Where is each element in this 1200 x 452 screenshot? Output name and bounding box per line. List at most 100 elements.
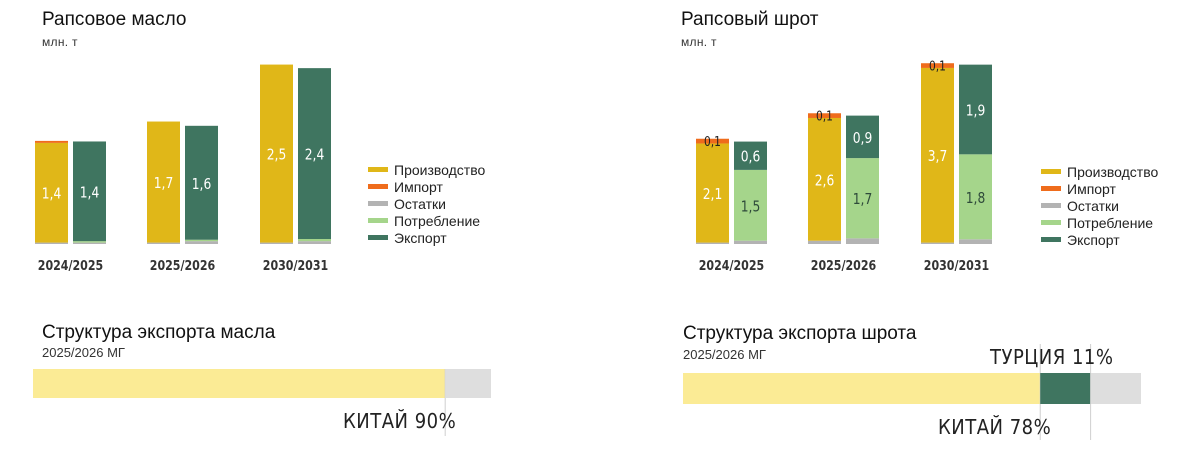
supply-import-segment	[35, 140, 68, 143]
legend-swatch	[1041, 169, 1061, 174]
supply-production-segment	[147, 121, 180, 243]
meal-chart-unit: млн. т	[681, 35, 717, 49]
legend-item-import: Импорт	[368, 178, 485, 195]
legend-label: Экспорт	[394, 229, 447, 246]
legend-swatch	[1041, 220, 1061, 225]
supply-stocks-segment	[808, 240, 841, 244]
export-segment-турция	[1040, 373, 1091, 404]
legend-label: Потребление	[1067, 214, 1154, 231]
category-tick-label: 2025/2026	[150, 258, 215, 273]
use-stocks-segment	[734, 240, 767, 244]
meal-chart-legend: Производство Импорт Остатки Потребление Эксп…	[1041, 163, 1158, 248]
use-stocks-segment	[73, 242, 106, 244]
supply-production-segment	[260, 64, 293, 243]
use-stocks-segment	[298, 241, 331, 244]
oil-export-subtitle: 2025/2026 МГ	[42, 345, 125, 360]
legend-item-consumption: Потребление	[1041, 214, 1158, 231]
consumption-value-label: 1,8	[966, 190, 986, 207]
legend-swatch	[1041, 203, 1061, 208]
oil-chart-title: Рапсовое масло	[42, 9, 187, 30]
supply-stocks-segment	[921, 242, 954, 244]
legend-item-export: Экспорт	[1041, 231, 1158, 248]
legend-label: Импорт	[1067, 180, 1116, 197]
supply-stocks-segment	[260, 242, 293, 244]
category-tick-label: 2024/2025	[699, 258, 764, 273]
use-consumption-segment	[959, 154, 992, 240]
supply-production-segment	[921, 67, 954, 243]
legend-item-stocks: Остатки	[1041, 197, 1158, 214]
meal-export-china-label: КИТАЙ 78%	[938, 415, 1052, 439]
use-stocks-segment	[185, 241, 218, 244]
use-export-segment	[73, 141, 106, 242]
supply-production-segment	[35, 142, 68, 243]
use-export-segment	[298, 68, 331, 240]
legend-swatch	[368, 201, 388, 206]
meal-export-title: Структура экспорта шрота	[683, 323, 917, 344]
oil-export-china-label: КИТАЙ 90%	[343, 409, 457, 433]
supply-import-segment	[808, 113, 841, 118]
oil-chart-legend: Производство Импорт Остатки Потребление Эксп…	[368, 161, 485, 246]
category-tick-label: 2024/2025	[38, 258, 103, 273]
legend-label: Остатки	[1067, 197, 1119, 214]
use-consumption-segment	[734, 169, 767, 241]
category-tick-label: 2030/2031	[924, 258, 989, 273]
supply-stocks-segment	[147, 242, 180, 244]
legend-label: Остатки	[394, 195, 446, 212]
supply-production-segment	[696, 143, 729, 243]
category-tick-label: 2030/2031	[263, 258, 328, 273]
export-value-label: 0,9	[853, 130, 873, 147]
production-value-label: 1,7	[154, 175, 174, 192]
use-stocks-segment	[846, 238, 879, 244]
supply-stocks-segment	[696, 242, 729, 244]
legend-swatch	[368, 235, 388, 240]
use-export-segment	[846, 115, 879, 159]
supply-production-segment	[808, 117, 841, 241]
legend-label: Экспорт	[1067, 231, 1120, 248]
category-tick-label: 2025/2026	[811, 258, 876, 273]
oil-chart-unit: млн. т	[42, 35, 78, 49]
production-value-label: 2,1	[703, 186, 723, 203]
use-consumption-segment	[298, 239, 331, 242]
import-value-label: 0,1	[704, 134, 721, 149]
oil-export-title: Структура экспорта масла	[42, 322, 276, 343]
supply-import-segment	[921, 63, 954, 68]
export-value-label: 1,4	[80, 184, 100, 201]
legend-label: Производство	[394, 161, 486, 178]
production-value-label: 3,7	[928, 148, 948, 165]
meal-chart: 2,1 0,1 1,5 0,6 2024/2025 2,6 0,1 1,7 0,9 2025/20…	[696, 59, 992, 273]
legend-label: Производство	[1067, 163, 1159, 180]
use-consumption-segment	[846, 158, 879, 239]
meal-export-subtitle: 2025/2026 МГ	[683, 347, 766, 362]
export-segment-прочие	[1090, 373, 1141, 404]
legend-item-export: Экспорт	[368, 229, 485, 246]
meal-export-turkey-label: ТУРЦИЯ 11%	[990, 345, 1114, 369]
production-value-label: 2,5	[267, 146, 287, 163]
export-value-label: 2,4	[305, 146, 325, 163]
legend-item-consumption: Потребление	[368, 212, 485, 229]
production-value-label: 1,4	[42, 186, 62, 203]
legend-item-production: Производство	[1041, 163, 1158, 180]
legend-label: Потребление	[394, 212, 481, 229]
legend-item-stocks: Остатки	[368, 195, 485, 212]
export-segment-китай	[683, 373, 1041, 404]
supply-import-segment	[696, 138, 729, 144]
consumption-value-label: 1,7	[853, 191, 873, 208]
supply-stocks-segment	[35, 242, 68, 244]
import-value-label: 0,1	[929, 59, 946, 74]
legend-swatch	[368, 184, 388, 189]
import-value-label: 0,1	[816, 109, 833, 124]
use-export-segment	[959, 64, 992, 155]
legend-item-import: Импорт	[1041, 180, 1158, 197]
export-segment-китай	[33, 369, 446, 398]
legend-swatch	[1041, 237, 1061, 242]
export-value-label: 1,9	[966, 102, 986, 119]
use-stocks-segment	[959, 239, 992, 244]
legend-label: Импорт	[394, 178, 443, 195]
legend-swatch	[1041, 186, 1061, 191]
oil-chart: 1,4 1,4 2024/2025 1,7 1,6 2025/2026 2,5 2,4 2030…	[35, 64, 331, 273]
legend-item-production: Производство	[368, 161, 485, 178]
legend-swatch	[368, 167, 388, 172]
export-segment-прочие	[445, 369, 491, 398]
